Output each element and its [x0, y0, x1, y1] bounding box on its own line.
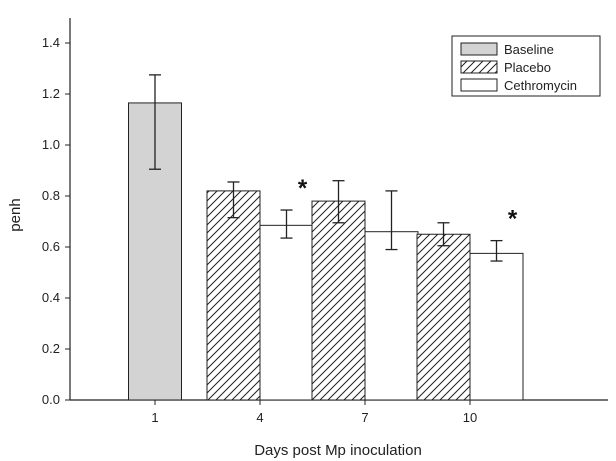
legend-swatch-placebo [460, 60, 498, 74]
y-tick-label-2: 0.4 [42, 290, 60, 305]
x-tick-label-0: 1 [151, 410, 158, 425]
legend-label-baseline: Baseline [504, 42, 554, 57]
x-tick-label-2: 7 [361, 410, 368, 425]
legend-swatch-cethromycin [460, 78, 498, 92]
significance-asterisk-1: * [508, 205, 518, 232]
bar-cethromycin-10 [469, 252, 524, 401]
legend: Baseline Placebo Cethromycin [451, 35, 601, 97]
y-tick-label-0: 0.0 [42, 392, 60, 407]
x-axis: 1 4 7 10 Days post Mp inoculation [70, 399, 608, 459]
x-tick-label-1: 4 [256, 410, 263, 425]
y-axis-title: penh [7, 198, 24, 231]
legend-label-placebo: Placebo [504, 60, 551, 75]
y-ticks: 0.0 0.2 0.4 0.6 0.8 1.0 1.2 1.4 [42, 35, 70, 407]
legend-label-cethromycin: Cethromycin [504, 78, 577, 93]
bar-cethromycin-7 [364, 231, 419, 401]
bar-placebo-4 [206, 190, 261, 401]
y-tick-label-6: 1.2 [42, 86, 60, 101]
significance-asterisk-0: * [298, 175, 308, 202]
y-tick-label-1: 0.2 [42, 341, 60, 356]
x-ticks: 1 4 7 10 [151, 400, 477, 425]
annotations: ** [298, 175, 518, 233]
y-tick-label-3: 0.6 [42, 239, 60, 254]
bar-cethromycin-4 [259, 224, 314, 401]
y-axis: 0.0 0.2 0.4 0.6 0.8 1.0 1.2 1.4 penh [7, 18, 71, 407]
error-bars [149, 74, 503, 262]
y-tick-label-5: 1.0 [42, 137, 60, 152]
y-tick-label-4: 0.8 [42, 188, 60, 203]
y-tick-label-7: 1.4 [42, 35, 60, 50]
bar-placebo-7 [311, 200, 366, 401]
x-axis-title: Days post Mp inoculation [254, 442, 422, 459]
bars [128, 102, 524, 401]
x-tick-label-3: 10 [463, 410, 477, 425]
bar-placebo-10 [416, 233, 471, 401]
legend-swatch-baseline [460, 42, 498, 56]
